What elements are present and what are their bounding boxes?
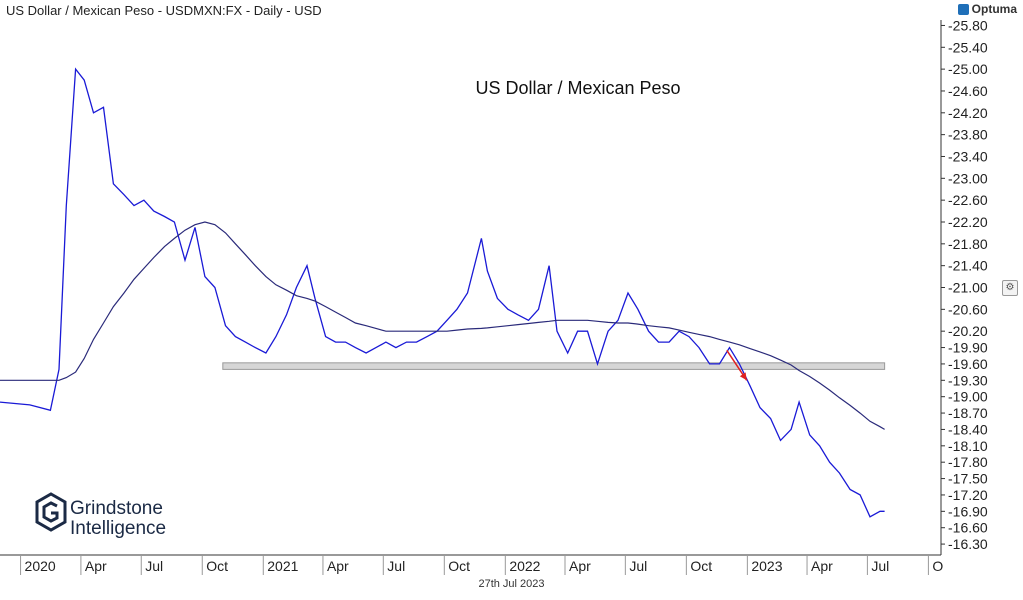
y-tick-label: -22.60 <box>948 192 988 208</box>
y-tick-label: -21.80 <box>948 236 988 252</box>
y-tick-label: -20.20 <box>948 323 988 339</box>
y-tick-label: -22.20 <box>948 214 988 230</box>
y-tick-label: -24.60 <box>948 83 988 99</box>
y-tick-label: -16.30 <box>948 536 988 552</box>
y-tick-label: -23.40 <box>948 148 988 164</box>
x-tick-label: Apr <box>569 558 591 574</box>
moving-average-line <box>0 221 885 430</box>
optuma-logo-icon <box>957 3 969 15</box>
y-tick-label: -25.40 <box>948 39 988 55</box>
y-tick-label: -18.40 <box>948 421 988 437</box>
chart-title: US Dollar / Mexican Peso <box>475 78 680 98</box>
x-tick-label: Apr <box>85 558 107 574</box>
y-tick-label: -25.80 <box>948 17 988 33</box>
x-tick-label: Apr <box>327 558 349 574</box>
y-tick-label: -24.20 <box>948 105 988 121</box>
x-tick-label: Oct <box>448 558 470 574</box>
x-tick-label: Apr <box>811 558 833 574</box>
x-tick-label: 2023 <box>751 558 782 574</box>
x-tick-label: Jul <box>387 558 405 574</box>
y-tick-label: -16.60 <box>948 520 988 536</box>
footer-date: 27th Jul 2023 <box>478 578 545 590</box>
y-tick-label: -18.10 <box>948 438 988 454</box>
x-tick-label: 2021 <box>267 558 298 574</box>
x-tick-label: 2022 <box>509 558 540 574</box>
y-tick-label: -19.30 <box>948 372 988 388</box>
y-tick-label: -19.60 <box>948 356 988 372</box>
optuma-brand: Optuma <box>957 2 1017 16</box>
support-band <box>222 362 886 370</box>
y-tick-label: -23.00 <box>948 170 988 186</box>
y-tick-label: -17.20 <box>948 487 988 503</box>
y-tick-label: -21.00 <box>948 280 988 296</box>
logo-text-grindstone: Grindstone <box>70 498 163 519</box>
y-tick-label: -19.00 <box>948 389 988 405</box>
optuma-brand-label: Optuma <box>971 2 1017 16</box>
x-tick-label: Jul <box>871 558 889 574</box>
x-tick-label: Oct <box>690 558 712 574</box>
chart-instrument-title: US Dollar / Mexican Peso - USDMXN:FX - D… <box>6 3 322 18</box>
y-tick-label: -23.80 <box>948 127 988 143</box>
y-tick-label: -19.90 <box>948 340 988 356</box>
y-tick-label: -18.70 <box>948 405 988 421</box>
x-tick-label: Jul <box>145 558 163 574</box>
settings-gear-icon[interactable]: ⚙ <box>1002 280 1018 296</box>
y-tick-label: -20.60 <box>948 301 988 317</box>
grindstone-hex-logo-icon <box>35 492 67 532</box>
logo-text-intelligence: Intelligence <box>70 518 167 539</box>
red-arrow-head <box>739 372 747 381</box>
y-tick-label: -17.50 <box>948 471 988 487</box>
x-tick-label: Jul <box>629 558 647 574</box>
x-tick-label: Oct <box>206 558 228 574</box>
x-tick-label: O <box>932 558 943 574</box>
chart-header: US Dollar / Mexican Peso - USDMXN:FX - D… <box>0 0 1023 20</box>
y-tick-label: -21.40 <box>948 258 988 274</box>
y-tick-label: -17.80 <box>948 454 988 470</box>
y-tick-label: -16.90 <box>948 503 988 519</box>
price-series-line <box>0 67 885 518</box>
y-tick-label: -25.00 <box>948 61 988 77</box>
x-tick-label: 2020 <box>25 558 56 574</box>
